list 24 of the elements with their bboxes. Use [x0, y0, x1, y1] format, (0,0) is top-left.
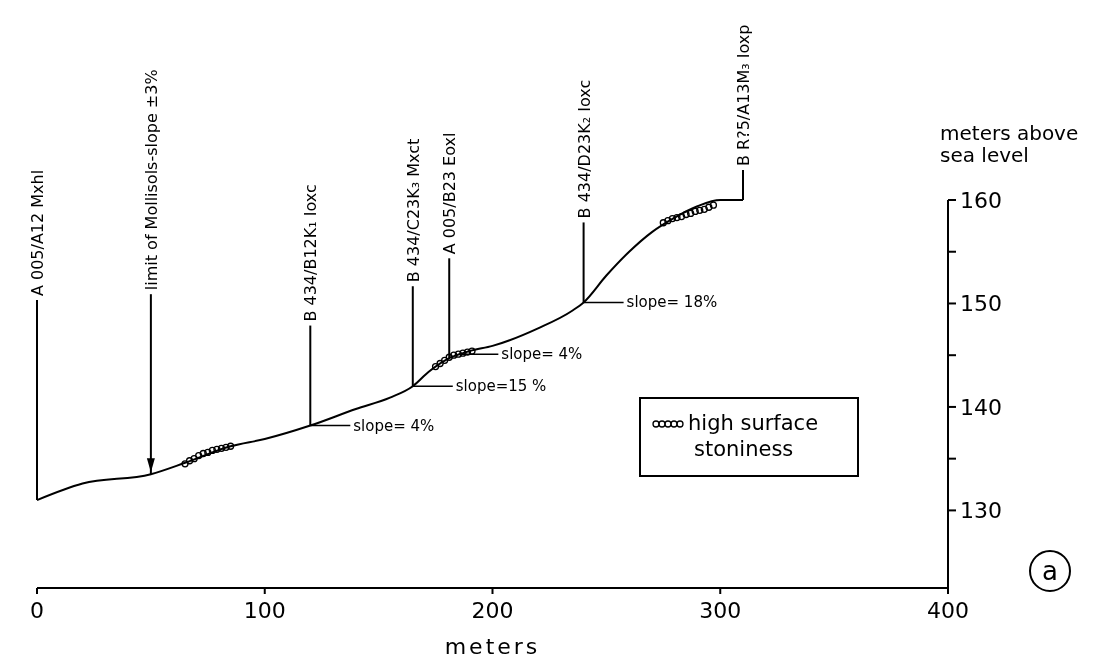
y-tick-label: 130 — [960, 498, 1002, 524]
annotation: slope= 18% — [626, 293, 718, 312]
x-axis-title: meters — [444, 634, 541, 659]
annotation: B 434/B12K₁ Ioxc — [301, 184, 321, 322]
y-tick-label: 150 — [960, 291, 1002, 317]
annotation: A 005/A12 Mxhl — [28, 169, 47, 297]
text: a — [1042, 556, 1058, 586]
annotation: slope= 4% — [353, 416, 435, 435]
annotation: B 434/D23K₂ Ioxc — [574, 79, 594, 219]
annotation: B R?5/A13M₃ Ioxp — [734, 24, 754, 166]
x-tick-label: 300 — [699, 598, 742, 623]
y-axis-title: meters above sea level — [940, 121, 1079, 167]
annotation: slope= 4% — [501, 345, 583, 364]
x-tick-label: 400 — [927, 598, 969, 623]
x-tick-label: 0 — [30, 598, 44, 623]
annotation: A 005/B23 Eoxl — [440, 132, 460, 255]
x-tick-label: 200 — [471, 598, 514, 623]
annotation: slope=15 % — [455, 377, 547, 396]
legend-label: high surface stoniness — [688, 411, 819, 461]
y-tick-label: 140 — [960, 394, 1002, 420]
x-tick-label: 100 — [243, 598, 286, 623]
y-tick-label: 160 — [960, 188, 1002, 213]
annotation: B 434/C23K₃ Mxct — [403, 138, 423, 283]
annotation: limit of Mollisols-slope ±3% — [141, 69, 161, 291]
